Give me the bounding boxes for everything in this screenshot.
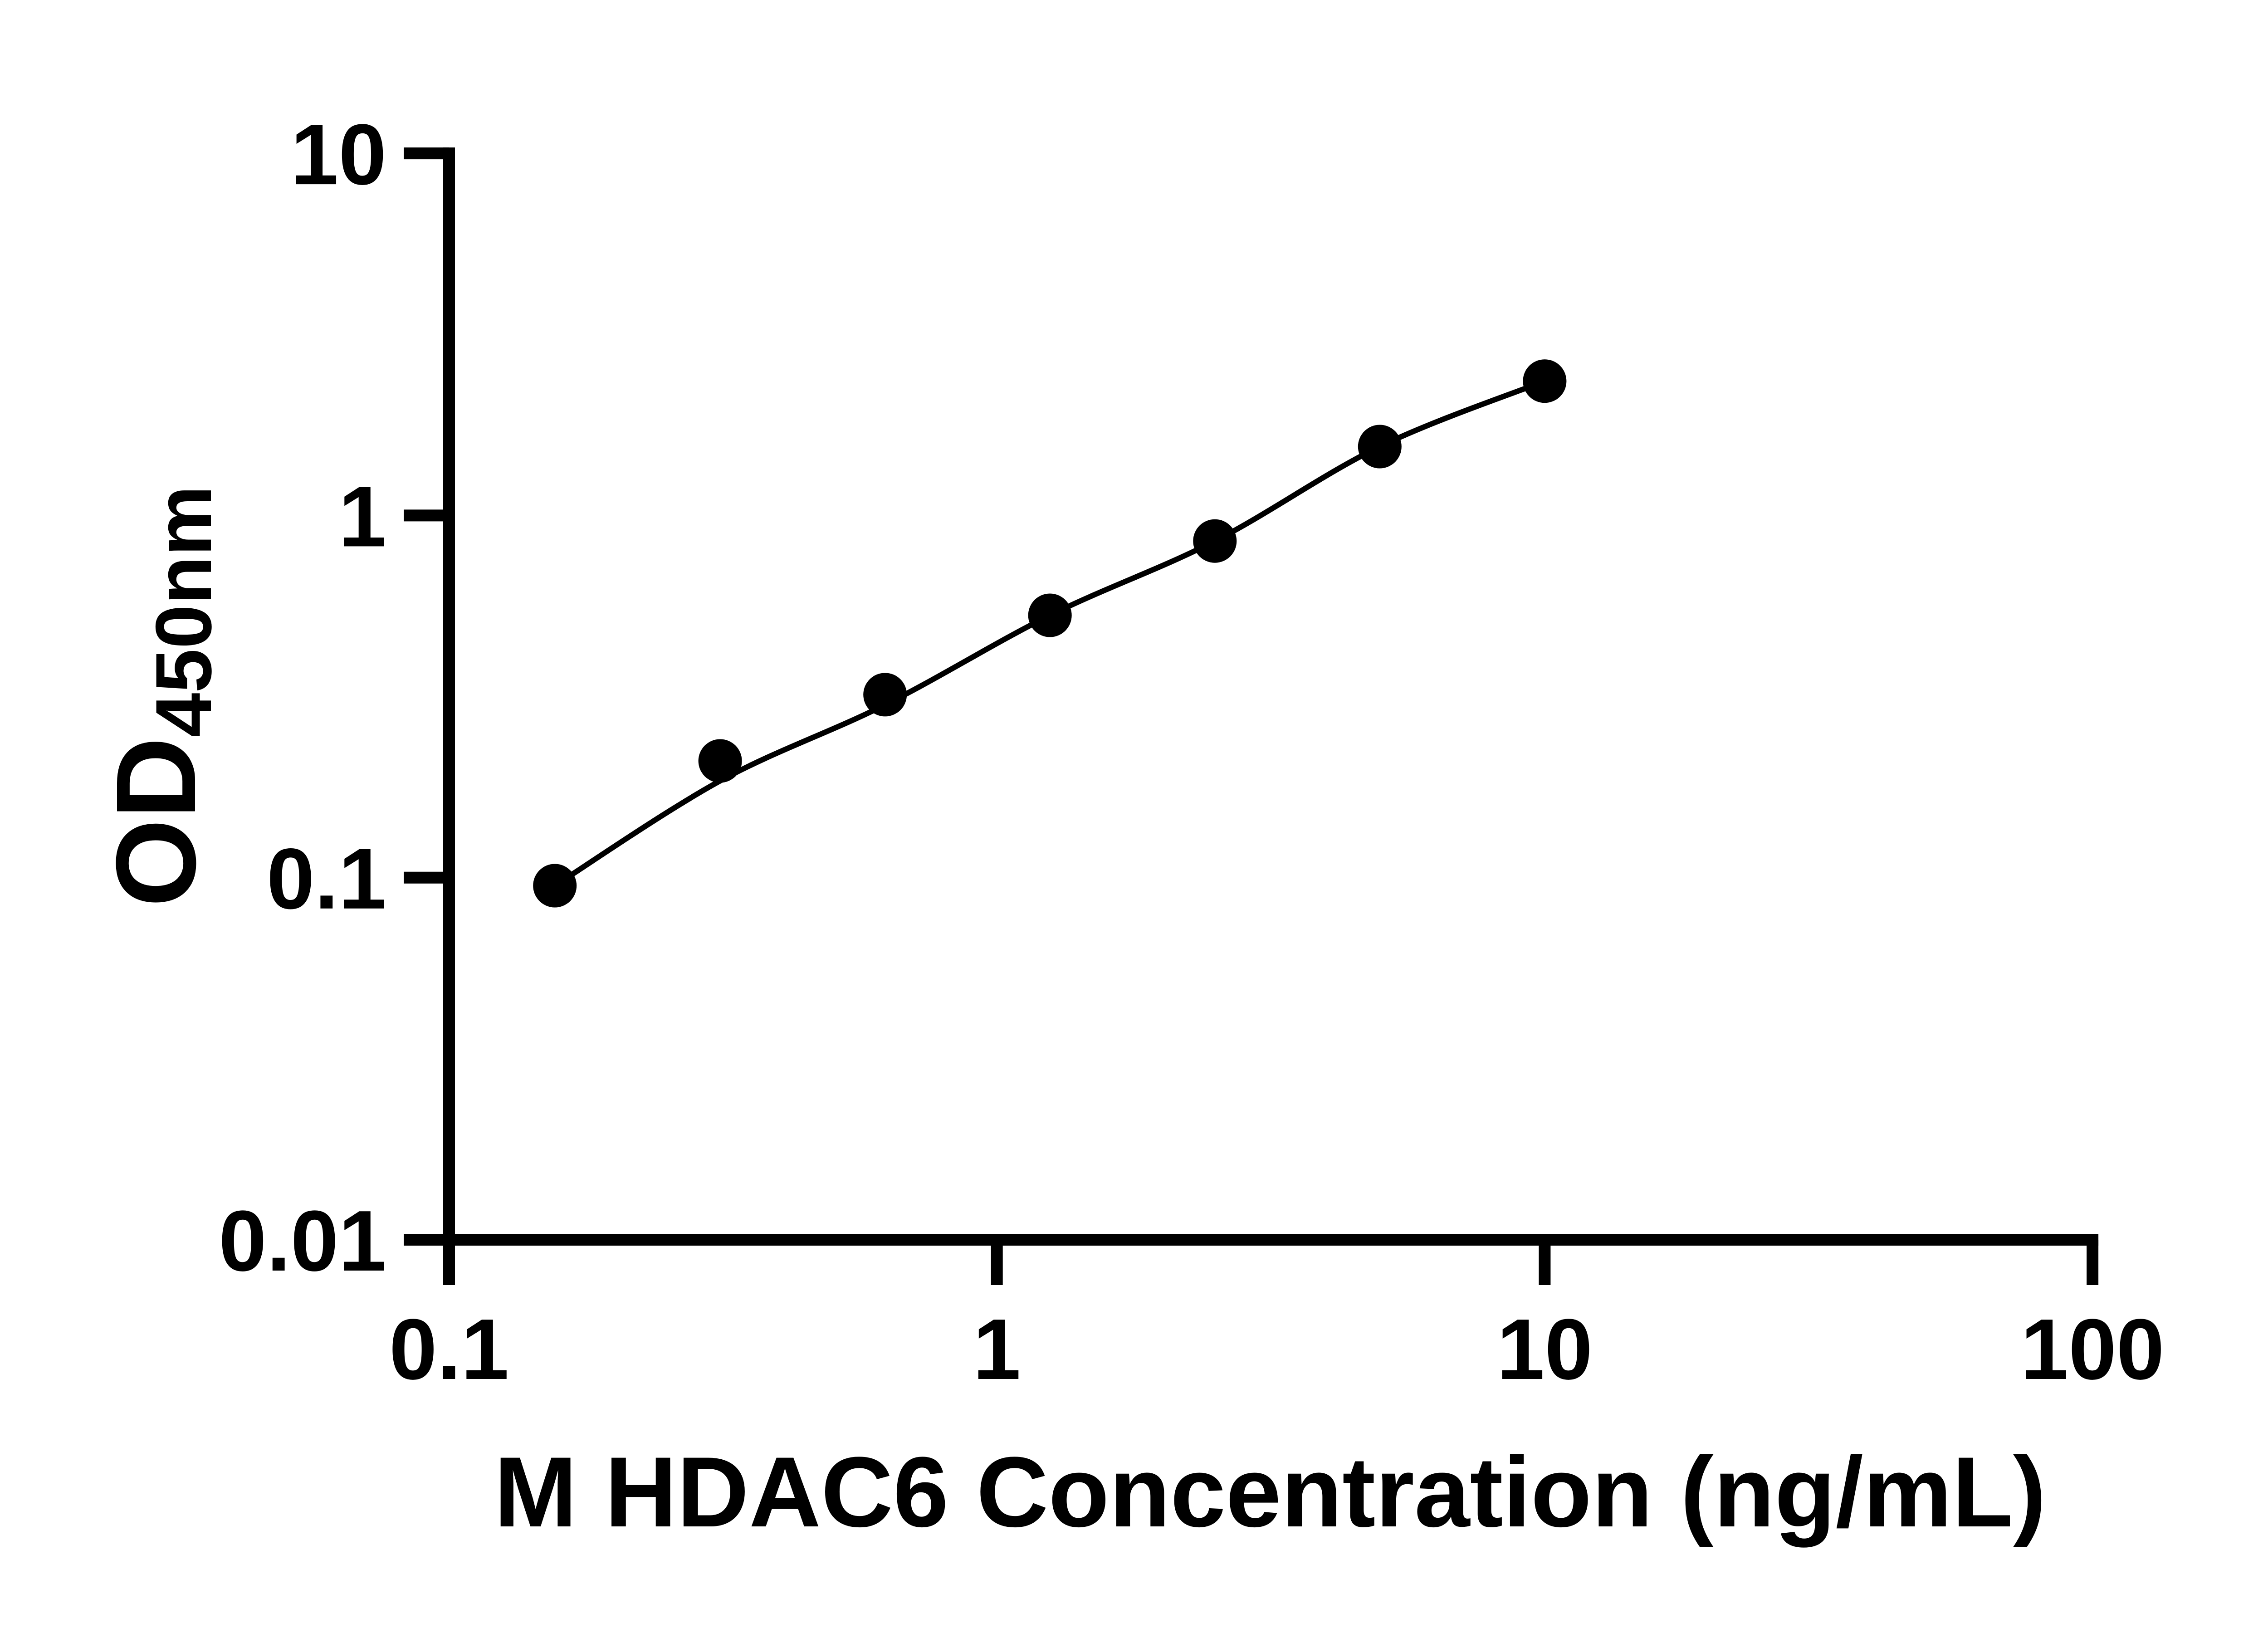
data-point [698,739,742,783]
data-point [1358,425,1402,469]
data-point [863,673,907,717]
data-point [1523,359,1567,403]
x-tick-label: 0.1 [389,1301,509,1398]
data-point [1028,593,1072,637]
x-tick-label: 100 [2021,1301,2165,1398]
y-axis-title-main: OD [93,737,219,907]
y-tick-label: 10 [291,107,386,203]
data-point [533,864,577,908]
x-axis-title: M HDAC6 Concentration (ng/mL) [494,1436,2046,1548]
y-axis-title-subscript: 450nm [140,485,228,737]
y-tick-label: 0.1 [267,831,386,927]
x-tick-label: 1 [973,1301,1021,1398]
data-point [1193,519,1237,563]
y-tick-label: 0.01 [219,1193,386,1289]
y-tick-label: 1 [338,469,386,565]
x-tick-label: 10 [1497,1301,1593,1398]
y-axis-title: OD450nm [93,485,228,907]
